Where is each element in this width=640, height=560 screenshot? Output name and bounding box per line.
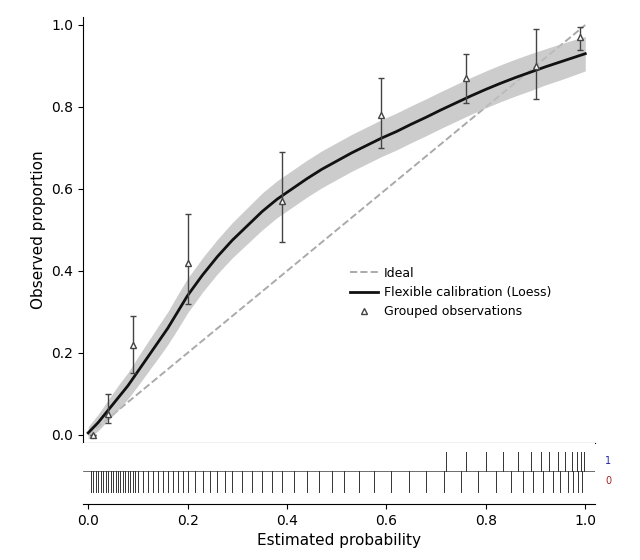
Text: 0: 0 (605, 476, 612, 486)
Legend: Ideal, Flexible calibration (Loess), Grouped observations: Ideal, Flexible calibration (Loess), Gro… (346, 262, 557, 323)
Y-axis label: Observed proportion: Observed proportion (31, 151, 46, 309)
X-axis label: Estimated probability: Estimated probability (257, 533, 421, 548)
Text: 1: 1 (605, 456, 612, 466)
